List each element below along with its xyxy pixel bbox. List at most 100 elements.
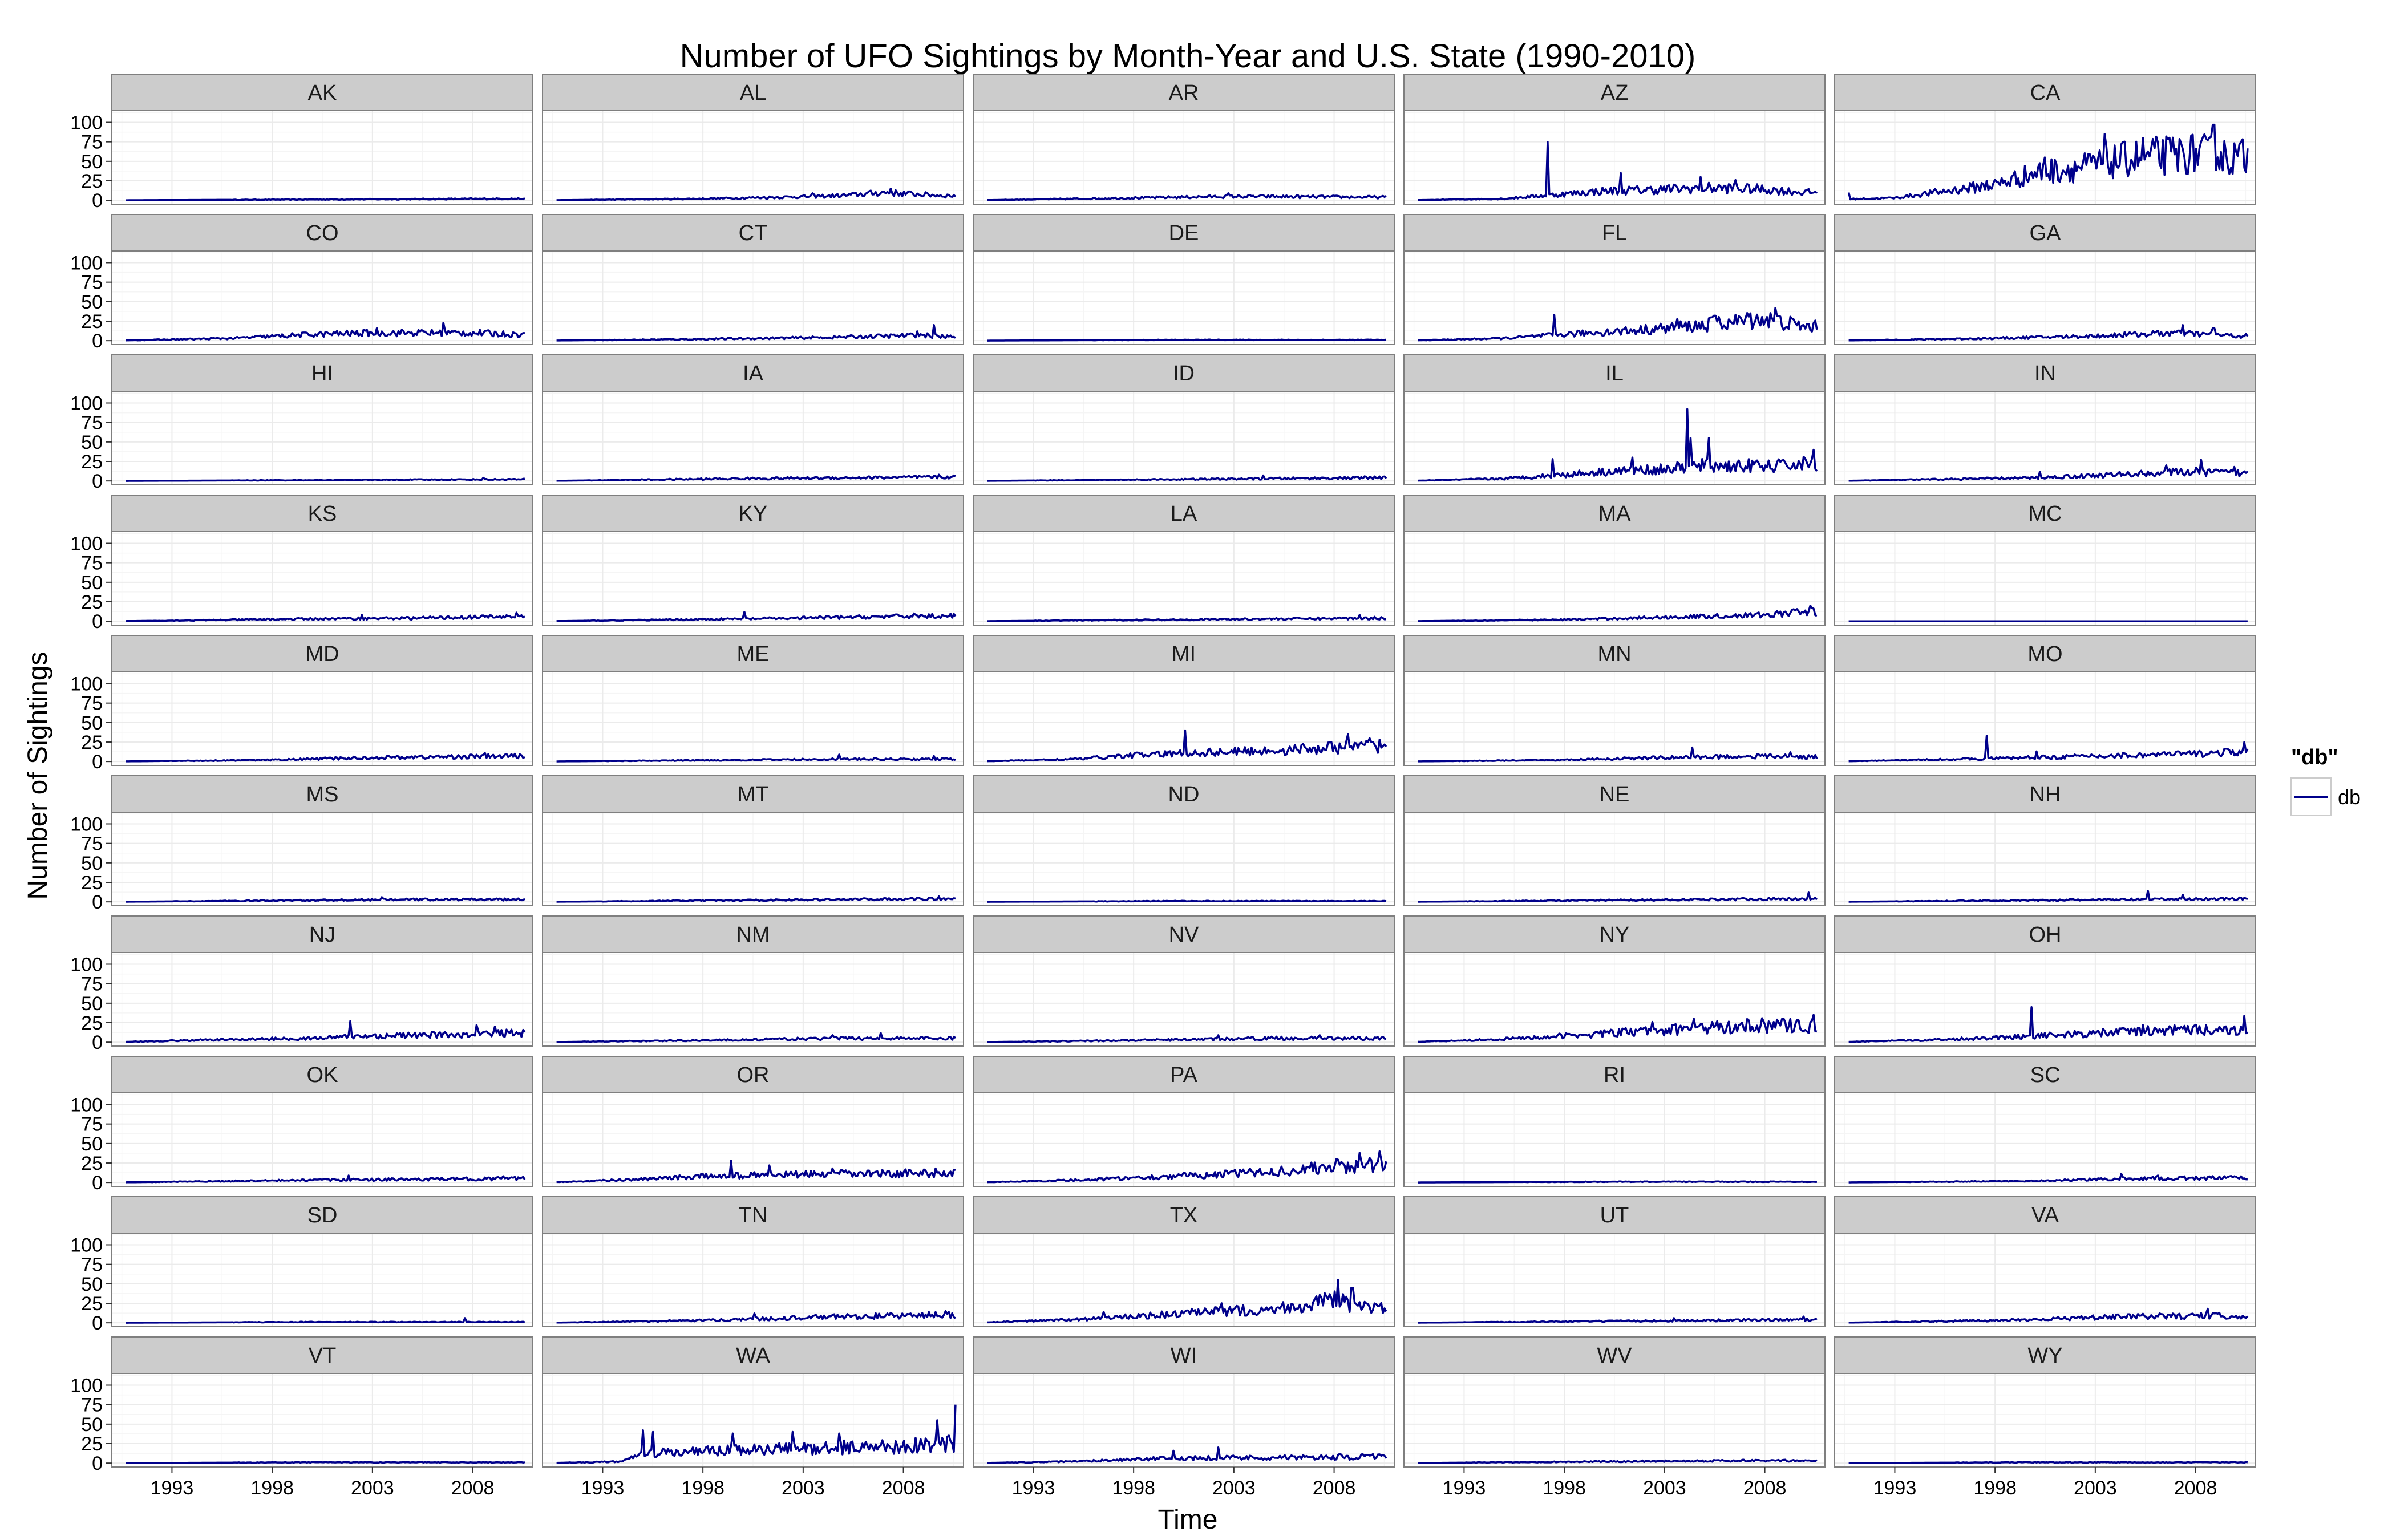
series-line-db <box>1848 1461 2248 1464</box>
facet-strip-label: AK <box>308 81 337 105</box>
facet-strip <box>542 1336 964 1374</box>
x-tick-label: 1993 <box>1873 1477 1917 1499</box>
series-line-db <box>556 1404 957 1464</box>
series-line-db <box>1418 1014 1818 1043</box>
series-line-db <box>1418 605 1818 622</box>
y-tick-label: 0 <box>92 1312 103 1334</box>
y-tick-label: 50 <box>81 432 103 453</box>
series-line-db <box>1848 1006 2248 1043</box>
chart-title: Number of UFO Sightings by Month-Year an… <box>680 38 1696 75</box>
series-line-db <box>1848 890 2248 903</box>
y-tick-label: 0 <box>92 330 103 352</box>
facet-panel-ga: GA <box>1834 214 2256 345</box>
y-tick-label: 0 <box>92 1453 103 1474</box>
y-tick-label: 100 <box>70 1095 103 1116</box>
x-tick-label: 1998 <box>1973 1477 2017 1499</box>
y-tick-label: 75 <box>81 1254 103 1276</box>
facet-strip-label: FL <box>1602 221 1627 245</box>
facet-strip <box>973 1196 1395 1234</box>
facet-strip-label: ND <box>1168 783 1200 807</box>
facet-strip-label: WI <box>1171 1344 1197 1368</box>
y-tick-label: 75 <box>81 833 103 855</box>
facet-strip-label: TX <box>1170 1203 1198 1227</box>
y-tick-label: 50 <box>81 291 103 313</box>
series-line-db <box>1418 1458 1818 1464</box>
facet-strip-label: IL <box>1605 362 1624 386</box>
series-line-db <box>126 321 525 342</box>
facet-border <box>111 1092 533 1187</box>
facet-strip-label: CT <box>739 221 768 245</box>
facet-strip-label: HI <box>311 362 333 386</box>
series-line-db <box>556 611 957 622</box>
series-line-db <box>556 1160 956 1184</box>
legend-entry: db <box>2338 785 2361 809</box>
facet-strip <box>1403 635 1826 672</box>
facet-border <box>973 671 1395 766</box>
facet-strip-label: CO <box>306 221 339 245</box>
facet-strip-label: ME <box>737 642 770 666</box>
facet-strip <box>111 775 533 813</box>
x-tick-label: 2003 <box>782 1477 825 1499</box>
facet-panel-id: ID <box>973 354 1395 485</box>
series-line-db <box>1418 746 1818 763</box>
y-tick-label: 25 <box>81 1153 103 1174</box>
facet-strip-label: LA <box>1171 502 1197 526</box>
y-tick-label: 100 <box>70 1235 103 1257</box>
facet-panel-in: IN <box>1834 354 2256 485</box>
facet-border <box>1834 250 2256 345</box>
facet-border <box>973 1233 1395 1327</box>
facet-strip-label: WA <box>736 1344 770 1368</box>
facet-strip <box>1834 1196 2256 1234</box>
x-tick-label: 1998 <box>250 1477 294 1499</box>
y-tick-label: 0 <box>92 1172 103 1194</box>
facet-border <box>542 1373 964 1468</box>
facet-panel-oh: OH <box>1834 915 2256 1047</box>
series-line-db <box>126 752 525 763</box>
facet-border <box>973 110 1395 205</box>
x-tick-label: 1993 <box>1012 1477 1055 1499</box>
y-tick-label: 0 <box>92 471 103 492</box>
series-line-db <box>556 753 956 763</box>
facet-panel-nh: NH <box>1834 775 2256 906</box>
facet-strip-label: IN <box>2034 362 2056 386</box>
series-line-db <box>987 1446 1387 1464</box>
facet-panel-wy: WY 1993 1998 2003 2008 <box>1834 1336 2256 1499</box>
series-line-db <box>987 192 1387 201</box>
x-tick-label: 2008 <box>2174 1477 2217 1499</box>
facet-border <box>542 812 964 906</box>
facet-strip-label: SD <box>307 1203 338 1227</box>
x-tick-label: 1993 <box>151 1477 194 1499</box>
facet-strip-label: MS <box>306 783 339 807</box>
y-tick-label: 25 <box>81 1433 103 1455</box>
facet-border <box>1403 110 1826 205</box>
y-tick-label: 25 <box>81 171 103 192</box>
facet-panel-ne: NE <box>1403 775 1826 906</box>
facet-border <box>542 391 964 485</box>
facet-strip-label: KY <box>739 502 768 526</box>
facet-strip <box>111 1196 533 1234</box>
facet-strip-label: DE <box>1169 221 1199 245</box>
x-tick-label: 2008 <box>451 1477 495 1499</box>
facet-panel-il: IL <box>1403 354 1826 485</box>
facet-panel-mn: MN <box>1403 635 1826 766</box>
facet-panel-nm: NM <box>542 915 964 1047</box>
facet-panel-ma: MA <box>1403 495 1826 626</box>
facet-strip-label: OR <box>737 1063 770 1087</box>
facet-panel-tn: TN <box>542 1196 964 1327</box>
y-tick-label: 75 <box>81 132 103 153</box>
facet-panel-mt: MT <box>542 775 964 906</box>
series-line-db <box>1847 123 2249 201</box>
facet-strip-label: NM <box>736 923 770 947</box>
series-line-db <box>556 473 956 482</box>
facet-border <box>1403 1092 1826 1187</box>
facet-border <box>973 1373 1395 1468</box>
y-tick-label: 75 <box>81 553 103 574</box>
series-line-db <box>126 1020 526 1043</box>
x-tick-label: 1993 <box>581 1477 625 1499</box>
facet-border <box>111 1233 533 1327</box>
facet-panel-mi: MI <box>973 635 1395 766</box>
